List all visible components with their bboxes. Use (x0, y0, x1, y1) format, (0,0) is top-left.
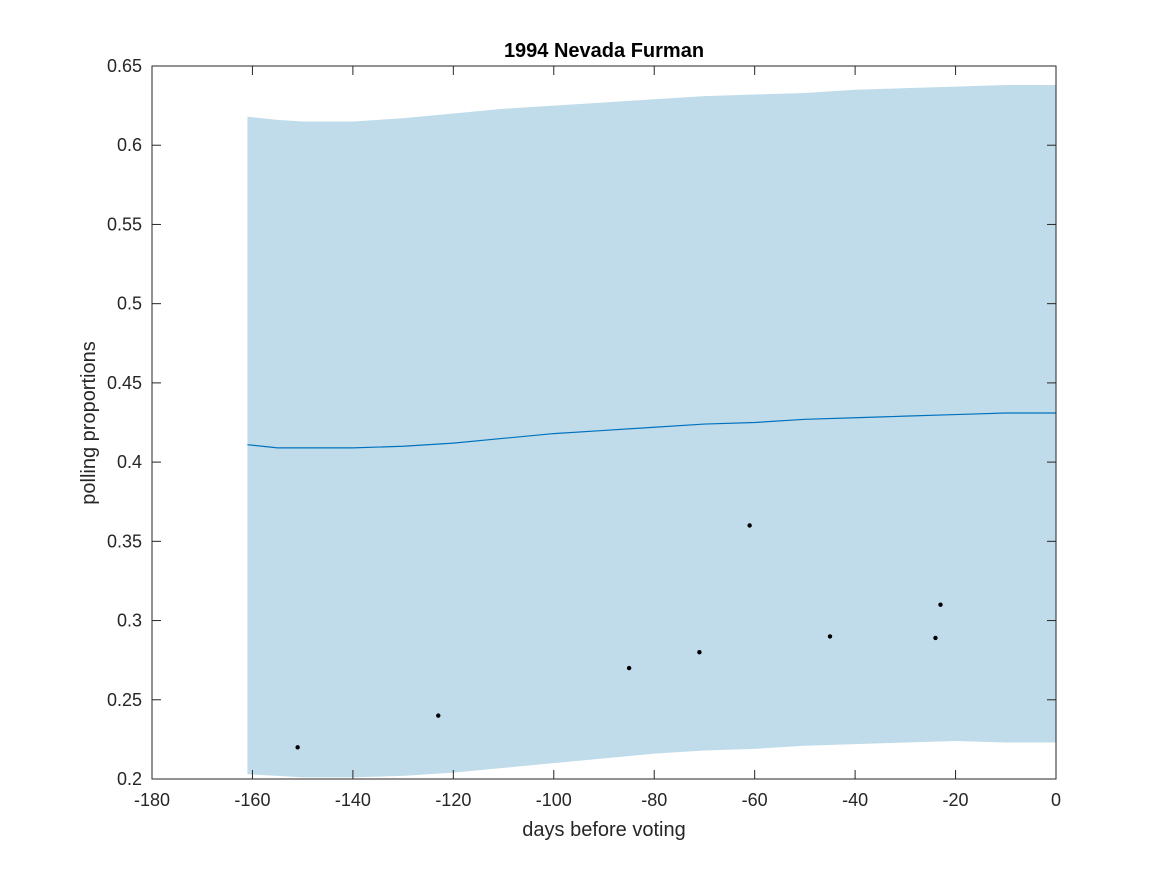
data-point (938, 602, 943, 607)
x-tick-label: -180 (134, 790, 170, 810)
y-tick-label: 0.55 (107, 214, 142, 234)
x-tick-label: -140 (335, 790, 371, 810)
data-point (747, 523, 752, 528)
y-tick-label: 0.2 (117, 769, 142, 789)
y-tick-label: 0.6 (117, 135, 142, 155)
confidence-band (247, 85, 1057, 778)
x-tick-label: -20 (943, 790, 969, 810)
data-point (827, 634, 833, 639)
x-tick-label: 0 (1051, 790, 1061, 810)
y-tick-label: 0.45 (107, 373, 142, 393)
x-tick-label: -120 (435, 790, 471, 810)
y-tick-label: 0.4 (117, 452, 142, 472)
x-tick-label: -40 (842, 790, 868, 810)
y-tick-label: 0.25 (107, 690, 142, 710)
x-tick-label: -100 (536, 790, 572, 810)
y-tick-label: 0.5 (117, 294, 142, 314)
data-point (933, 635, 938, 641)
x-tick-label: -160 (234, 790, 270, 810)
data-point (295, 745, 300, 750)
y-tick-label: 0.65 (107, 56, 142, 76)
data-point (436, 713, 441, 718)
x-tick-label: -60 (742, 790, 768, 810)
y-tick-label: 0.3 (117, 611, 142, 631)
data-point (697, 650, 702, 655)
x-axis-label: days before voting (522, 819, 685, 841)
mean-line (247, 412, 1056, 449)
x-tick-label: -80 (641, 790, 667, 810)
y-axis-label: polling proportions (78, 341, 100, 504)
y-tick-label: 0.35 (107, 531, 142, 551)
axes-box (151, 65, 1057, 780)
chart-title: 1994 Nevada Furman (504, 40, 704, 62)
data-point (626, 665, 632, 671)
